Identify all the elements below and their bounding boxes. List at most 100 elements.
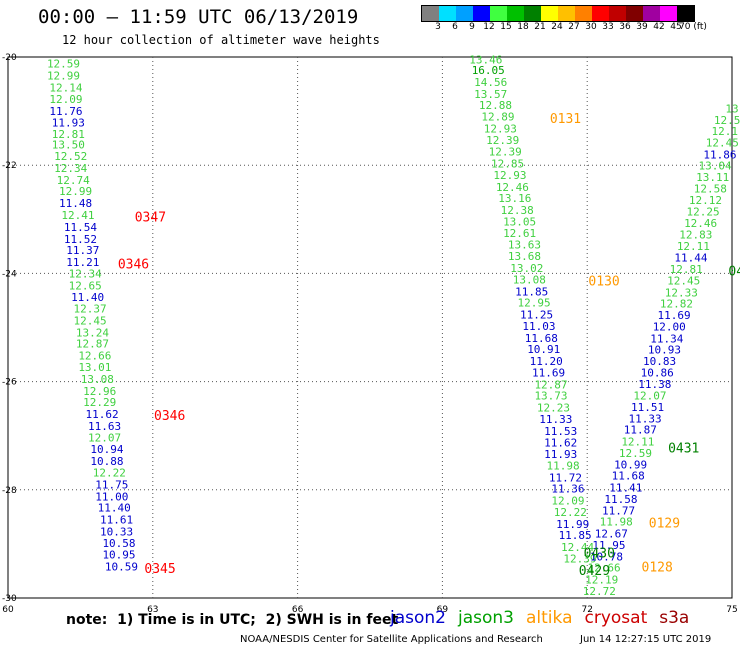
swh-data-label: 11.52 [64,233,97,246]
swh-data-label: 13 [725,102,738,115]
swh-data-label: 11.34 [650,332,683,345]
scale-swatch [575,6,592,21]
mission-altika: altika [526,608,573,628]
swh-data-label: 12.23 [537,402,570,415]
scale-swatch [677,6,694,21]
x-tick-label: 60 [2,605,14,615]
swh-data-label: 10.99 [614,458,647,471]
swh-data-label: 13.08 [81,373,114,386]
swh-data-label: 11.36 [551,483,584,496]
swh-data-label: 11.38 [638,378,671,391]
swh-data-label: 10.91 [527,343,560,356]
scale-label: 15 [500,22,512,32]
pass-time-label: 0429 [579,564,610,579]
pass-time-label: 0346 [118,258,149,273]
swh-data-label: 12.99 [47,69,80,82]
x-tick-label: 69 [437,605,449,615]
pass-time-label: 0346 [154,409,185,424]
pass-time-label: 0432 [728,265,740,280]
plot-frame [7,56,733,599]
swh-data-label: 11.85 [515,285,548,298]
scale-swatch [473,6,490,21]
swh-data-label: 12.82 [660,298,693,311]
swh-data-label: 12.09 [49,93,82,106]
scale-swatch [660,6,677,21]
swh-data-label: 12.89 [481,111,514,124]
chart-title: 00:00 – 11:59 UTC 06/13/2019 [38,6,359,28]
swh-data-label: 12.83 [679,228,712,241]
swh-data-label: 11.77 [602,504,635,517]
generation-timestamp: Jun 14 12:27:15 UTC 2019 [580,634,712,645]
swh-data-label: 12.46 [684,217,717,230]
x-tick-label: 75 [726,605,737,615]
pass-time-label: 0431 [668,442,699,457]
swh-data-label: 12.45 [706,136,739,149]
x-tick-label: 72 [581,605,592,615]
scale-swatch [456,6,473,21]
swh-data-label: 12.39 [489,146,522,159]
swh-data-label: 11.58 [604,493,637,506]
scale-label: 21 [534,22,546,32]
swh-data-label: 12.22 [554,506,587,519]
footer-note: note: 1) Time is in UTC; 2) SWH is in fe… [66,612,399,628]
swh-data-label: 11.37 [66,244,99,257]
swh-data-label: 12.11 [621,436,654,449]
y-tick-label: -20 [2,53,17,63]
scale-label: 12 [483,22,495,32]
swh-data-label: 13.16 [498,192,531,205]
swh-data-label: 10.95 [102,549,135,562]
swh-data-label: 13.05 [503,215,536,228]
swh-data-label: 12.59 [619,447,652,460]
swh-data-label: 12.99 [59,185,92,198]
swh-data-label: 11.21 [66,256,99,269]
swh-data-label: 11.20 [530,355,563,368]
swh-data-label: 12.12 [689,194,722,207]
swh-data-label: 13.50 [52,139,85,152]
scale-label: 39 [636,22,648,32]
pass-time-label: 0129 [649,516,680,531]
swh-data-label: 11.93 [52,116,85,129]
swh-data-label: 11.98 [600,516,633,529]
swh-data-label: 11.25 [520,309,553,322]
swh-data-label: 12.45 [667,274,700,287]
swh-data-label: 12.39 [486,134,519,147]
credit-line: NOAA/NESDIS Center for Satellite Applica… [240,634,543,645]
swh-data-label: 11.87 [624,424,657,437]
scale-swatch [643,6,660,21]
swh-data-label: 11.69 [532,366,565,379]
swh-data-label: 12.66 [78,350,111,363]
swh-data-label: 12.38 [501,204,534,217]
y-tick-label: -22 [2,161,17,171]
swh-data-label: 12.1 [712,125,739,138]
swh-data-label: 13.08 [513,273,546,286]
swh-data-label: 14.56 [474,76,507,89]
swh-data-label: 12.81 [52,128,85,141]
swh-data-label: 12.11 [677,240,710,253]
swh-data-label: 11.41 [609,482,642,495]
swh-data-label: 12.44 [561,541,594,554]
scale-label: 33 [602,22,614,32]
swh-data-label: 11.63 [88,420,121,433]
swh-data-label: 11.40 [71,291,104,304]
swh-data-label: 12.22 [93,466,126,479]
scale-swatch [524,6,541,21]
swh-data-label: 11.75 [95,478,128,491]
pass-time-label: 0131 [550,112,581,127]
swh-data-label: 12.95 [518,297,551,310]
scale-label: 36 [619,22,631,32]
scale-label: 18 [517,22,529,32]
y-tick-label: -30 [2,594,17,604]
swh-data-label: 10.78 [590,550,623,563]
swh-data-label: 12.93 [493,169,526,182]
swh-data-label: 11.93 [544,448,577,461]
swh-data-label: 12.58 [694,182,727,195]
swh-data-label: 11.33 [629,412,662,425]
scale-swatch [507,6,524,21]
swh-data-label: 13.73 [534,390,567,403]
swh-data-label: 16.05 [472,64,505,77]
swh-data-label: 11.68 [525,332,558,345]
scale-swatch [626,6,643,21]
swh-data-label: 12.34 [54,162,87,175]
scale-swatch [609,6,626,21]
